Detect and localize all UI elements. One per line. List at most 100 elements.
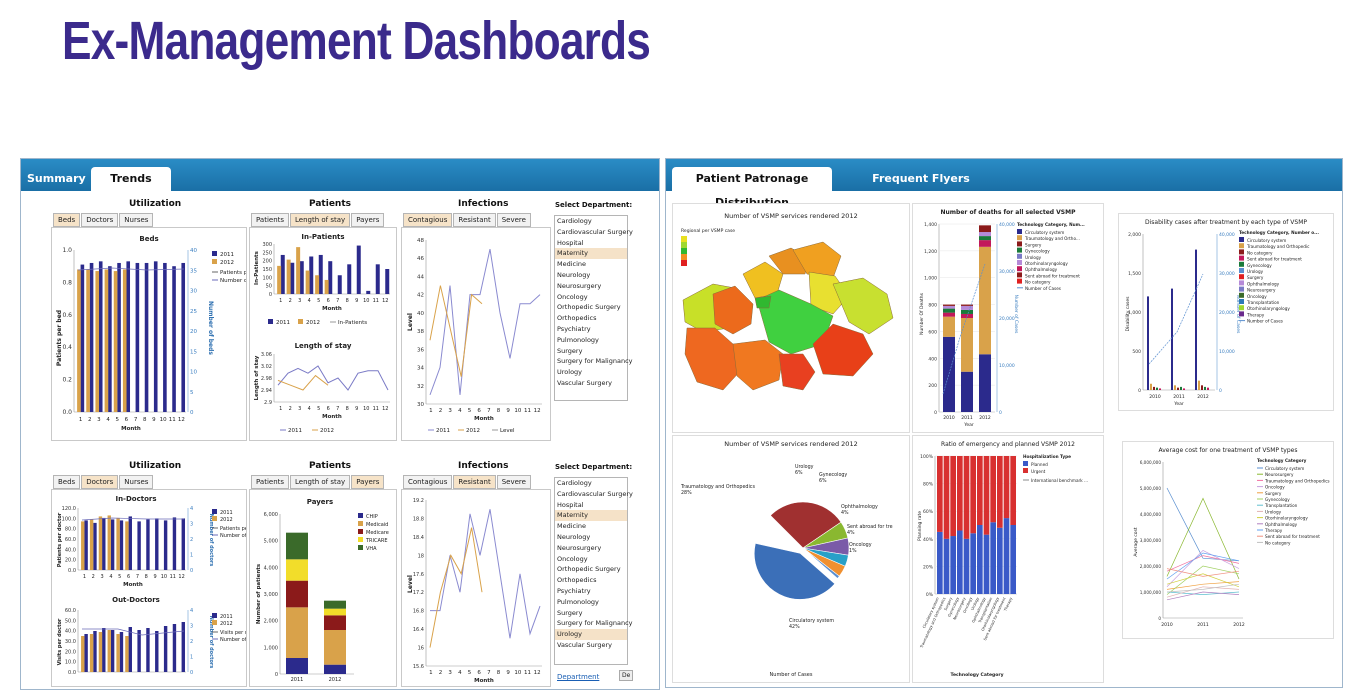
department-item[interactable]: Pulmonology	[557, 335, 599, 344]
department-item[interactable]: Surgery for Malignancy	[557, 619, 633, 628]
subtab-beds[interactable]: Beds	[53, 213, 81, 227]
los-x-tick: 3	[298, 406, 301, 412]
department-item[interactable]: Cardiovascular Surgery	[557, 489, 633, 498]
department-item[interactable]: Medicine	[557, 260, 587, 269]
department-item[interactable]: Surgery for Malignancy	[557, 357, 633, 366]
department-item[interactable]: Hospital	[557, 238, 584, 247]
subtab-contagious-2[interactable]: Contagious	[403, 475, 453, 489]
payers-y-tick: 2,000	[264, 619, 278, 625]
department-item[interactable]: Psychiatry	[557, 586, 591, 595]
subtab-patients[interactable]: Patients	[251, 213, 290, 227]
department-item[interactable]: Medicine	[557, 522, 587, 531]
subtab-patients-2[interactable]: Patients	[251, 475, 290, 489]
department-list-2[interactable]: Cardiology Cardiovascular Surgery Hospital…	[554, 477, 633, 665]
tab-trends[interactable]: Trends	[91, 167, 171, 191]
deaths-legend-marker	[1017, 247, 1022, 253]
department-item[interactable]: Vascular Surgery	[557, 640, 612, 649]
department-button[interactable]: De	[619, 670, 634, 681]
subtab-payers[interactable]: Payers	[351, 213, 385, 227]
deaths-legend-item: Circulatory system	[1025, 230, 1064, 235]
disability-legend-marker	[1239, 299, 1244, 304]
subtab-payers-2[interactable]: Payers	[351, 475, 385, 489]
in-patients-legend-marker	[298, 319, 303, 324]
department-item[interactable]: Urology	[555, 629, 627, 640]
department-item[interactable]: Maternity	[555, 248, 627, 260]
tab-summary[interactable]: Summary	[27, 172, 86, 185]
in-patients-y-tick: 200	[262, 259, 272, 265]
los-x-tick: 12	[382, 406, 388, 412]
department-item[interactable]: Orthopedic Surgery	[557, 565, 621, 574]
subtab-contagious[interactable]: Contagious	[403, 213, 453, 227]
pie-label-pct: 42%	[789, 624, 800, 630]
in-doctors-bar-2012	[125, 521, 129, 570]
utilization-subtabs: Beds Doctors Nurses	[53, 213, 154, 227]
subtab-length-of-stay-2[interactable]: Length of stay	[290, 475, 351, 489]
subtab-nurses[interactable]: Nurses	[119, 213, 154, 227]
tab-patient-patronage[interactable]: Patient Patronage Distribution	[672, 167, 832, 209]
subtab-resistant-2[interactable]: Resistant	[453, 475, 496, 489]
subtab-resistant[interactable]: Resistant	[453, 213, 496, 227]
subtab-doctors[interactable]: Doctors	[81, 213, 119, 227]
department-item[interactable]: Maternity	[555, 510, 627, 522]
subtab-length-of-stay[interactable]: Length of stay	[290, 213, 351, 227]
disability-bar	[1156, 387, 1158, 390]
inf2-x-tick: 11	[524, 670, 531, 676]
department-item[interactable]: Neurology	[557, 270, 591, 279]
map-region	[792, 241, 842, 279]
department-item[interactable]: Orthopedic Surgery	[557, 303, 621, 312]
deaths-bar-Gynecology	[961, 309, 973, 314]
subtab-severe[interactable]: Severe	[496, 213, 531, 227]
avgcost-y-tick: 3,000,000	[1140, 538, 1162, 543]
disability-legend-item: Ophthalmology	[1247, 281, 1280, 286]
beds-x-tick: 3	[97, 417, 101, 423]
out-doctors-line	[82, 628, 185, 636]
department-item[interactable]: Cardiovascular Surgery	[557, 227, 633, 236]
department-item[interactable]: Oncology	[557, 292, 588, 301]
beds-bar-2012	[77, 269, 81, 412]
pie-label: Oncology	[849, 542, 872, 548]
map-panel: Number of VSMP services rendered 2012 Reg…	[672, 203, 910, 433]
payers-legend-item: Medicaid	[366, 522, 388, 528]
pie-panel: Number of VSMP services rendered 2012 Cir…	[672, 435, 910, 683]
in-patients-bar-2011	[385, 269, 390, 294]
department-item[interactable]: Oncology	[557, 554, 588, 563]
department-item[interactable]: Orthopedics	[557, 576, 597, 585]
out-doctors-bar-2011	[110, 630, 115, 672]
beds-x-tick: 9	[152, 417, 156, 423]
beds-y-tick: 0.8	[62, 279, 72, 286]
department-item[interactable]: Neurology	[557, 532, 591, 541]
deaths-bar-Traumatology and Ortho...	[979, 246, 991, 355]
in-patients-x-tick: 12	[382, 298, 388, 304]
beds-bar-2011	[98, 261, 103, 412]
out-doctors-y-tick: 0.0	[68, 670, 76, 676]
tab-frequent-flyers[interactable]: Frequent Flyers	[872, 172, 970, 185]
disability-legend-item: Transplantation	[1246, 300, 1280, 305]
avgcost-legend-item: Surgery	[1265, 491, 1282, 496]
department-item[interactable]: Cardiology	[557, 217, 592, 225]
department-item[interactable]: Orthopedics	[557, 314, 597, 323]
subtab-beds-2[interactable]: Beds	[53, 475, 81, 489]
department-item[interactable]: Hospital	[557, 500, 584, 509]
department-item[interactable]: Surgery	[557, 608, 583, 617]
department-item[interactable]: Pulmonology	[557, 597, 599, 606]
department-item[interactable]: Vascular Surgery	[557, 378, 612, 387]
in-doctors-bar-2011	[163, 520, 168, 570]
payers-legend-item: Medicare	[366, 530, 389, 536]
department-item[interactable]: Surgery	[557, 346, 583, 355]
department-list[interactable]: Cardiology Cardiovascular Surgery Hospital…	[554, 215, 633, 401]
map-legend-title: Regional per VSMP case	[681, 228, 735, 234]
subtab-severe-2[interactable]: Severe	[496, 475, 531, 489]
pie-label: Urology	[795, 464, 814, 470]
department-item[interactable]: Psychiatry	[557, 324, 591, 333]
department-item[interactable]: Neurosurgery	[557, 543, 602, 552]
beds-x-tick: 8	[143, 417, 147, 423]
deaths-bar-Ophthalmology	[943, 305, 955, 309]
department-item[interactable]: Cardiology	[557, 479, 592, 487]
in-doctors-bar-2011	[137, 521, 141, 570]
disability-legend-item: Oncology	[1247, 294, 1267, 299]
department-item[interactable]: Urology	[557, 368, 583, 377]
subtab-doctors-2[interactable]: Doctors	[81, 475, 119, 489]
department-item[interactable]: Neurosurgery	[557, 281, 602, 290]
subtab-nurses-2[interactable]: Nurses	[119, 475, 154, 489]
department-link[interactable]: Department	[557, 673, 600, 681]
